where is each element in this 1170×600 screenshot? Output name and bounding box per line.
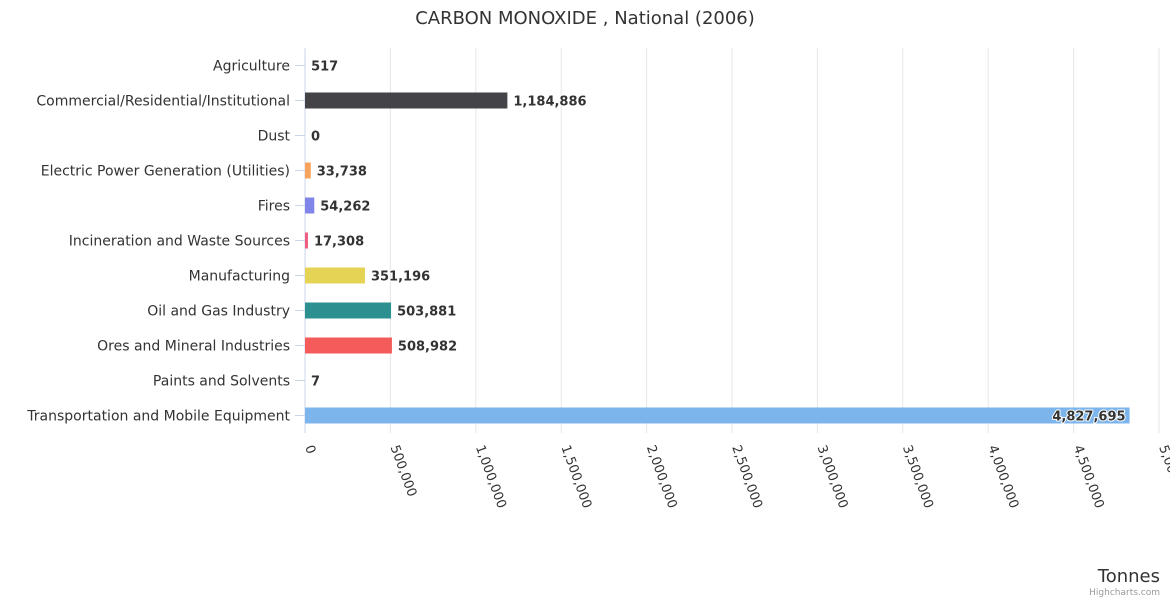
x-tick-label: 3,500,000 (899, 443, 936, 510)
bar[interactable] (305, 302, 392, 319)
bar[interactable] (305, 337, 392, 354)
data-label: 4,827,695 (1052, 410, 1125, 425)
x-tick-label: 500,000 (387, 443, 419, 499)
category-label: Electric Power Generation (Utilities) (41, 164, 290, 180)
category-label: Commercial/Residential/Institutional (36, 94, 290, 110)
bar[interactable] (305, 232, 308, 249)
x-tick-label: 2,500,000 (728, 443, 765, 510)
data-label: 54,262 (320, 200, 370, 215)
category-label: Fires (258, 199, 290, 215)
data-label: 0 (311, 130, 320, 145)
x-tick-label: 4,000,000 (984, 443, 1021, 510)
category-label: Manufacturing (189, 269, 290, 285)
category-label: Oil and Gas Industry (147, 304, 290, 320)
credits-link[interactable]: Highcharts.com (1089, 588, 1160, 598)
chart-title: CARBON MONOXIDE , National (2006) (415, 8, 755, 29)
bar[interactable] (305, 162, 311, 179)
x-tick-label: 3,000,000 (814, 443, 851, 510)
value-axis-title: Tonnes (1097, 566, 1160, 587)
bars (305, 57, 1130, 424)
data-label: 503,881 (397, 305, 456, 320)
data-label: 351,196 (371, 270, 430, 285)
x-tick-label: 4,500,000 (1070, 443, 1107, 510)
bar[interactable] (305, 407, 1130, 424)
category-labels: Agriculture Commercial/Residential/Instit… (26, 59, 290, 425)
category-label: Transportation and Mobile Equipment (26, 409, 290, 425)
category-label: Incineration and Waste Sources (69, 234, 290, 250)
category-label: Dust (258, 129, 291, 145)
x-tick-label: 0 (301, 443, 318, 456)
grid (295, 48, 1160, 433)
data-label: 1,184,886 (513, 95, 586, 110)
x-tick-label: 5,000,000 (1155, 443, 1170, 510)
category-label: Paints and Solvents (153, 374, 290, 390)
x-tick-label: 2,000,000 (643, 443, 680, 510)
data-label: 508,982 (398, 340, 457, 355)
data-labels: 517 1,184,886 0 33,738 54,262 17,308 351,196 50… (310, 59, 1127, 426)
x-tick-label: 1,000,000 (472, 443, 509, 510)
category-label: Agriculture (213, 59, 290, 75)
tick-labels: 0 500,000 1,000,000 1,500,000 2,000,000 2,500… (301, 443, 1170, 510)
data-label: 33,738 (317, 165, 367, 180)
x-tick-label: 1,500,000 (557, 443, 594, 510)
category-label: Ores and Mineral Industries (97, 339, 290, 355)
bar[interactable] (305, 92, 508, 109)
data-label: 7 (311, 375, 320, 390)
bar[interactable] (305, 267, 365, 284)
bar[interactable] (305, 197, 315, 214)
data-label: 17,308 (314, 235, 364, 250)
data-label: 517 (311, 60, 338, 75)
